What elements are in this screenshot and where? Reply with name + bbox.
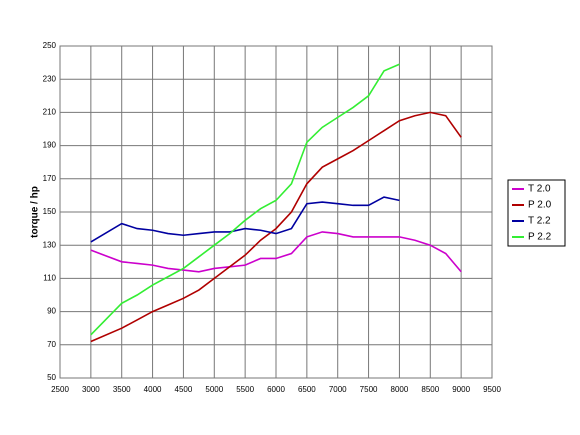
x-tick-label: 9000 (452, 385, 470, 394)
y-tick-label: 230 (43, 74, 57, 83)
x-tick-label: 3000 (82, 385, 100, 394)
x-tick-label: 4500 (175, 385, 193, 394)
x-tick-label: 9500 (483, 385, 501, 394)
x-tick-label: 6000 (267, 385, 285, 394)
series-line (90, 231, 462, 273)
x-tick-label: 6500 (298, 385, 316, 394)
y-tick-label: 210 (43, 108, 57, 117)
y-tick-label: 190 (43, 141, 57, 150)
x-tick-label: 5000 (205, 385, 223, 394)
x-tick-label: 8000 (391, 385, 409, 394)
legend-box (507, 179, 566, 247)
y-tick-label: 150 (43, 207, 57, 216)
x-tick-label: 5500 (236, 385, 254, 394)
x-tick-label: 3500 (113, 385, 131, 394)
y-tick-label: 110 (43, 274, 56, 283)
y-tick-label: 130 (43, 240, 57, 249)
y-tick-label: 90 (47, 307, 56, 316)
legend-label: P 2.0 (528, 200, 552, 211)
y-tick-label: 50 (47, 373, 56, 382)
x-tick-label: 4000 (144, 385, 162, 394)
y-tick-label: 170 (43, 174, 57, 183)
y-axis-label: torque / hp (30, 186, 41, 238)
series-line (90, 196, 400, 243)
legend-label: P 2.2 (528, 232, 552, 243)
series-line (90, 111, 462, 343)
series-line (90, 63, 400, 336)
y-tick-label: 250 (43, 41, 57, 50)
y-tick-label: 70 (47, 340, 56, 349)
x-tick-label: 2500 (51, 385, 69, 394)
x-tick-label: 7500 (360, 385, 378, 394)
legend-label: T 2.2 (528, 216, 551, 227)
legend-label: T 2.0 (528, 184, 551, 195)
x-tick-label: 8500 (421, 385, 439, 394)
x-tick-label: 7000 (329, 385, 347, 394)
